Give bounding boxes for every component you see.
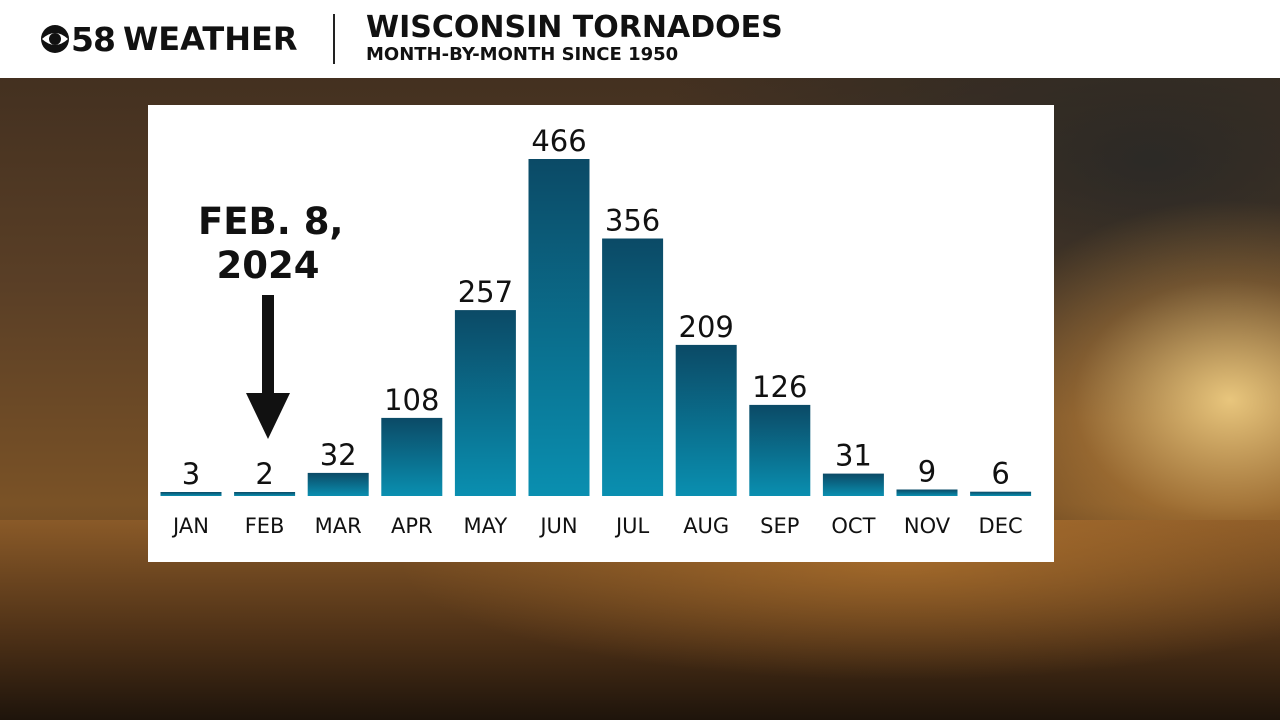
bar-mar <box>307 472 369 496</box>
bar-feb <box>234 492 296 496</box>
data-label-apr: 108 <box>384 383 439 417</box>
bar-dec <box>970 491 1032 496</box>
tick-label-mar: MAR <box>315 514 362 538</box>
tick-label-oct: OCT <box>831 514 875 538</box>
logo-number: 58 <box>71 19 116 59</box>
data-label-feb: 2 <box>255 457 273 491</box>
bar-may <box>454 310 516 496</box>
data-label-sep: 126 <box>752 370 807 404</box>
bar-nov <box>896 489 958 496</box>
bar-aug <box>675 344 737 496</box>
header-divider <box>333 14 335 64</box>
annotation-arrow <box>246 295 290 439</box>
logo-word: WEATHER <box>122 20 298 58</box>
data-label-may: 257 <box>458 275 513 309</box>
data-label-nov: 9 <box>918 455 936 489</box>
bar-oct <box>822 473 884 496</box>
chart-panel: 3 JAN 2 FEB 32 MAR 108 APR 257 MAY 466 JUN 356 JUL 209… <box>148 105 1054 562</box>
tick-label-jun: JUN <box>538 514 577 538</box>
data-label-jan: 3 <box>182 457 200 491</box>
data-label-oct: 31 <box>835 439 872 473</box>
data-label-aug: 209 <box>679 310 734 344</box>
station-logo: 58 WEATHER <box>40 16 297 62</box>
data-label-jun: 466 <box>531 124 586 158</box>
header-bar: 58 WEATHER WISCONSIN TORNADOES MONTH-BY-… <box>0 0 1280 78</box>
bar-sep <box>749 404 811 496</box>
bar-jan <box>160 492 222 496</box>
tick-label-apr: APR <box>391 514 433 538</box>
data-label-mar: 32 <box>320 438 357 472</box>
tick-label-feb: FEB <box>245 514 285 538</box>
tick-label-nov: NOV <box>904 514 951 538</box>
bar-jun <box>528 159 590 496</box>
tick-label-sep: SEP <box>760 514 799 538</box>
tick-label-jan: JAN <box>171 514 209 538</box>
bar-chart: 3 JAN 2 FEB 32 MAR 108 APR 257 MAY 466 JUN 356 JUL 209… <box>160 124 1032 538</box>
cbs-eye-icon <box>41 25 69 53</box>
page-title: WISCONSIN TORNADOES <box>366 10 783 45</box>
annotation-line2: 2024 <box>216 244 320 287</box>
tick-label-may: MAY <box>464 514 508 538</box>
page-subtitle: MONTH-BY-MONTH SINCE 1950 <box>366 44 679 65</box>
bar-apr <box>381 417 443 496</box>
tick-label-aug: AUG <box>683 514 729 538</box>
bar-jul <box>602 238 664 496</box>
data-label-jul: 356 <box>605 204 660 238</box>
annotation-label: FEB. 8, 2024 <box>198 200 344 288</box>
tick-label-jul: JUL <box>614 514 650 538</box>
annotation-line1: FEB. 8, <box>198 200 344 243</box>
data-label-dec: 6 <box>991 457 1009 491</box>
tick-label-dec: DEC <box>979 514 1023 538</box>
